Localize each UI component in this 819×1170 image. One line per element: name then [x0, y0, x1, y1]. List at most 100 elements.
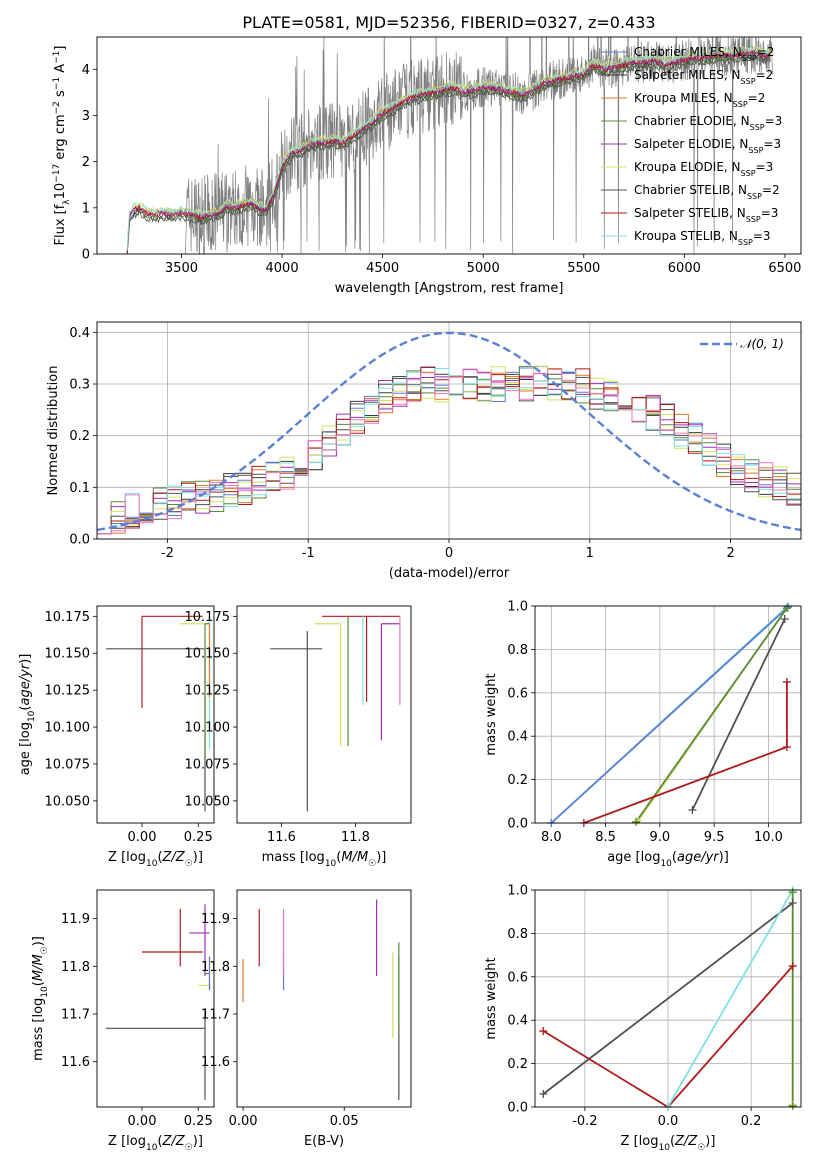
x-tick-label: 11.8: [341, 830, 370, 845]
plot-area: [542, 890, 794, 1107]
age-vs-metallicity-panel: 0.00 0.25 10.050 10.075 10.100 10.125 10.150 10…: [18, 605, 215, 869]
x-tick-label: 3500: [165, 261, 198, 276]
x-label-part: mass [log: [262, 850, 325, 865]
x-tick-label: -2: [161, 546, 174, 561]
y-label-part: s: [53, 90, 68, 101]
x-label-part: )]: [705, 1134, 715, 1149]
spectrum-panel: 3500 4000 4500 5000 5500 6000 6500 0 1 2 3 4 wavelen…: [52, 36, 801, 296]
x-label-part: ☉: [697, 1143, 705, 1153]
plus-marker: [782, 677, 791, 686]
legend-label: Kroupa STELIB, NSSP=3: [634, 229, 771, 247]
legend-text: Salpeter MILES, N: [634, 68, 741, 82]
legend-sub: SSP: [738, 238, 753, 247]
y-tick-label: 11.8: [61, 960, 90, 975]
y-tick-label: 10.150: [185, 647, 231, 662]
axes-frame: [534, 605, 802, 824]
x-tick-label: 6000: [668, 261, 701, 276]
y-axis-label: Normed distribution: [46, 366, 61, 496]
x-label-part: ☉: [185, 859, 193, 869]
plus-marker: [688, 805, 697, 814]
y-label-part: M/M: [31, 954, 46, 981]
histogram-step: [97, 368, 801, 535]
plot-area: [106, 904, 211, 1100]
legend-label: Chabrier ELODIE, NSSP=3: [634, 114, 782, 132]
x-label-part: Z [log: [108, 1134, 146, 1149]
legend-sub: SSP: [747, 192, 762, 201]
y-tick-label: 11.9: [201, 912, 230, 927]
axes-frame: [236, 889, 412, 1108]
y-label-part: A: [53, 64, 68, 77]
x-label-part: 10: [660, 859, 672, 869]
x-tick-label: 0.2: [741, 1114, 762, 1129]
x-axis-label: Z [log10(Z/Z☉)]: [621, 1134, 716, 1153]
y-tick-label: 1: [82, 201, 90, 216]
y-label-part: Flux [f: [53, 204, 68, 245]
x-tick-label: 0.0: [658, 1114, 679, 1129]
legend-sub: SSP: [741, 77, 756, 86]
legend-label: Kroupa MILES, NSSP=2: [634, 91, 765, 109]
axes-frame: [96, 605, 215, 824]
legend-sub: SSP: [742, 54, 757, 63]
y-label-part: −2: [52, 101, 62, 114]
x-tick-label: 0.00: [128, 1114, 157, 1129]
y-tick-label: 10.150: [45, 647, 91, 662]
y-label-part: Normed distribution: [46, 366, 61, 496]
y-tick-label: 11.9: [61, 912, 90, 927]
y-tick-label: 11.6: [201, 1055, 230, 1070]
x-label-part: Z [log: [621, 1134, 659, 1149]
x-tick-label: 6500: [768, 261, 801, 276]
plus-marker: [780, 615, 789, 624]
x-tick-label: 0.25: [184, 1114, 213, 1129]
y-label-part: 10: [27, 710, 37, 722]
y-tick-label: 0.0: [69, 533, 90, 548]
y-axis-label: age [log10(age/yr)]: [18, 654, 37, 776]
axes-frame: [534, 889, 802, 1108]
model-line: [126, 49, 771, 254]
x-tick-label: 0.00: [128, 830, 157, 845]
y-label-part: mass weight: [484, 673, 499, 755]
legend-text: Kroupa MILES, N: [634, 91, 733, 105]
y-tick-label: 0.4: [507, 730, 528, 745]
y-tick-label: 10.175: [185, 610, 231, 625]
y-label-part: −1: [52, 51, 62, 64]
y-label-part: ☉: [40, 946, 50, 954]
x-label-part: (: [672, 850, 677, 865]
plot-area: [126, 37, 774, 254]
x-label-part: Z/Z: [674, 1134, 698, 1149]
y-tick-label: 10.050: [185, 794, 231, 809]
y-tick-label: 10.075: [185, 757, 231, 772]
y-tick-label: 0: [82, 248, 90, 263]
x-label-part: )]: [193, 850, 203, 865]
plus-marker: [788, 888, 797, 897]
x-label-part: (data-model)/error: [389, 566, 510, 581]
legend-text: Chabrier STELIB, N: [634, 183, 747, 197]
x-tick-label: 4000: [266, 261, 299, 276]
y-tick-label: 2: [82, 155, 90, 170]
legend-sub: SSP: [748, 146, 763, 155]
x-label-part: 10: [658, 1143, 670, 1153]
legend-label: Kroupa ELODIE, NSSP=3: [634, 160, 773, 178]
plot-area: [106, 615, 211, 812]
x-label-part: 10: [146, 1143, 158, 1153]
x-tick-label: 0.05: [330, 1114, 359, 1129]
y-tick-label: 11.7: [61, 1008, 90, 1023]
legend-sub: SSP: [750, 123, 765, 132]
y-tick-label: 10.050: [45, 794, 91, 809]
weight-line: [542, 965, 794, 1107]
legend-label: Chabrier MILES, NSSP=2: [634, 45, 774, 63]
y-label-part: erg cm: [53, 114, 68, 163]
plus-marker: [788, 1101, 797, 1110]
y-axis-label: mass weight: [484, 673, 499, 755]
legend-text: Chabrier ELODIE, N: [634, 114, 750, 128]
y-tick-label: 11.6: [61, 1055, 90, 1070]
y-tick-label: 0.2: [507, 773, 528, 788]
x-tick-label: -0.2: [572, 1114, 597, 1129]
y-tick-label: 11.8: [201, 960, 230, 975]
x-tick-label: 1: [586, 546, 594, 561]
plus-marker: [539, 1089, 548, 1098]
y-label-part: 10: [40, 986, 50, 998]
x-tick-label: 0.25: [184, 830, 213, 845]
y-tick-label: 1.0: [507, 600, 528, 615]
